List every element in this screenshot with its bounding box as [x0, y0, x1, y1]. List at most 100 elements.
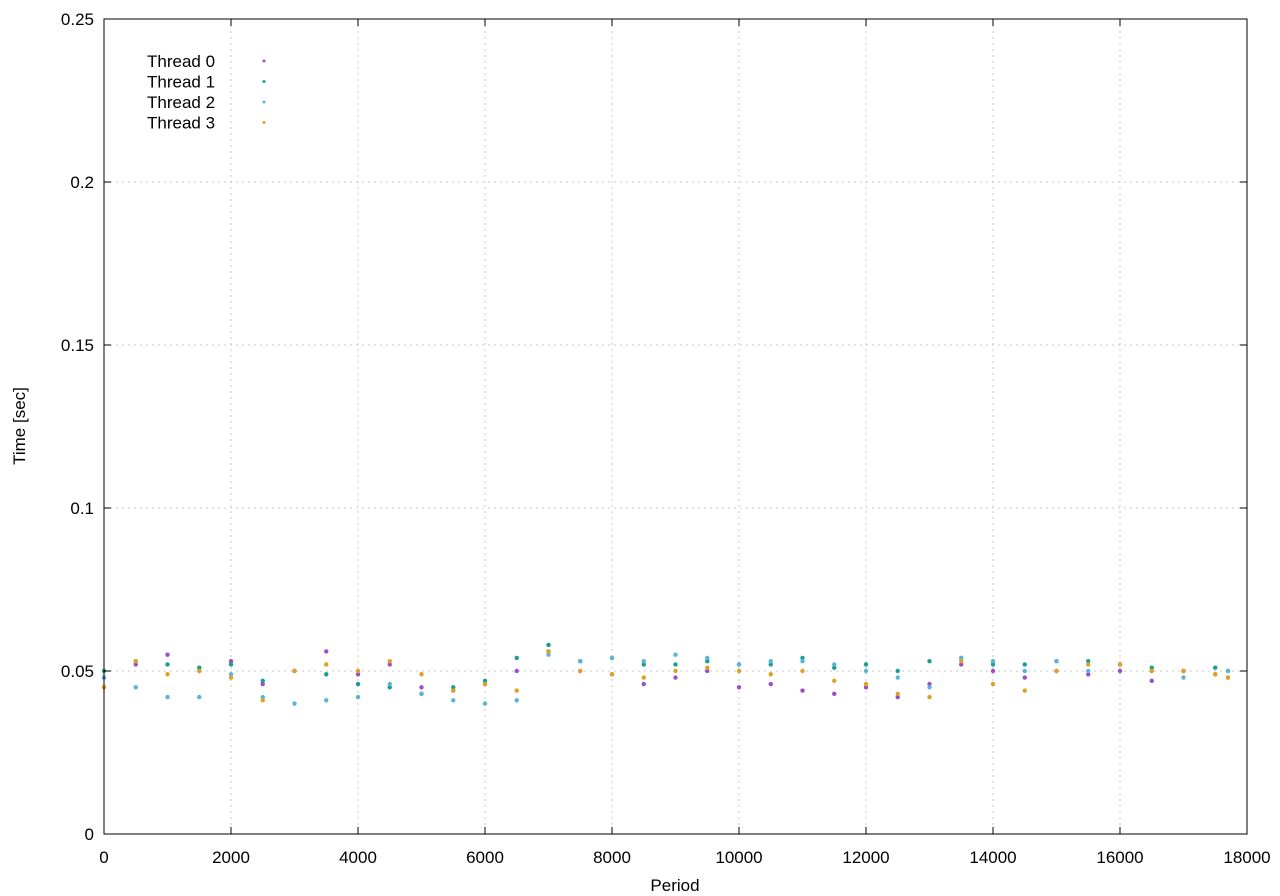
data-point [673, 675, 678, 680]
data-point [387, 681, 392, 687]
legend-marker [262, 100, 266, 104]
data-point [165, 694, 170, 700]
data-point [673, 668, 678, 674]
data-point [959, 655, 964, 661]
legend-label: Thread 3 [147, 114, 215, 133]
data-point [514, 698, 519, 703]
data-point [1225, 668, 1231, 674]
data-point [641, 681, 646, 687]
data-point [1181, 675, 1186, 680]
data-point [387, 659, 392, 664]
series-2 [101, 652, 1231, 706]
data-point [260, 681, 265, 687]
data-points [101, 642, 1231, 706]
data-point [355, 681, 361, 687]
series-1 [101, 642, 1231, 697]
data-point [197, 665, 202, 670]
data-point [419, 672, 424, 677]
y-tick-label: 0.2 [70, 173, 94, 192]
data-point [1054, 668, 1059, 674]
data-point [895, 668, 900, 674]
x-tick-label: 16000 [1096, 848, 1143, 867]
data-point [705, 655, 710, 661]
plot-frame [103, 18, 1248, 835]
data-point [451, 685, 456, 690]
data-point [1086, 672, 1091, 677]
data-point [228, 675, 234, 680]
series-0 [101, 649, 1231, 700]
data-point [355, 668, 361, 674]
data-point [705, 668, 710, 674]
y-tick-label: 0 [85, 825, 94, 844]
data-point [197, 668, 202, 674]
data-point [228, 662, 234, 667]
data-point [1149, 665, 1154, 670]
data-point [832, 678, 837, 683]
data-point [514, 655, 519, 661]
data-point [197, 694, 202, 700]
data-point [863, 681, 869, 687]
data-point [260, 698, 265, 703]
data-point [1054, 659, 1059, 664]
data-point [736, 668, 742, 674]
data-point [1022, 662, 1027, 667]
legend-label: Thread 1 [147, 73, 215, 92]
y-tick-label: 0.25 [61, 10, 94, 29]
data-point [641, 659, 646, 664]
axis-tick-labels: 0 2000 4000 6000 8000 10000 12000 14000 16000 180… [61, 10, 1271, 867]
data-point [641, 662, 646, 667]
data-point [800, 655, 805, 661]
data-point [228, 659, 234, 664]
data-point [324, 662, 329, 667]
data-point [1213, 665, 1218, 670]
data-point [959, 662, 964, 667]
data-point [863, 685, 869, 690]
data-point [482, 701, 488, 706]
data-point [768, 681, 773, 687]
legend-label: Thread 2 [147, 93, 215, 112]
data-point [133, 659, 138, 664]
y-axis-label: Time [sec] [10, 387, 29, 465]
data-point [260, 678, 265, 683]
data-point [927, 685, 932, 690]
data-point [1181, 668, 1186, 674]
data-point [292, 701, 297, 706]
x-tick-label: 14000 [969, 848, 1016, 867]
data-point [990, 668, 996, 674]
data-point [736, 685, 742, 690]
data-point [451, 688, 456, 693]
data-point [832, 665, 837, 670]
data-point [387, 662, 392, 667]
data-point [1022, 668, 1027, 674]
data-point [260, 694, 265, 700]
data-point [1086, 668, 1091, 674]
data-point [1225, 675, 1231, 680]
data-point [863, 662, 869, 667]
data-point [419, 685, 424, 690]
data-point [355, 672, 361, 677]
data-point [133, 685, 138, 690]
data-point [895, 694, 900, 700]
data-point [800, 668, 805, 674]
data-point [324, 698, 329, 703]
legend-marker [262, 59, 266, 63]
data-point [578, 668, 583, 674]
x-axis-label: Period [650, 876, 699, 895]
data-point [1086, 662, 1091, 667]
data-point [800, 688, 805, 693]
data-point [578, 659, 583, 664]
data-point [705, 659, 710, 664]
data-point [1117, 662, 1123, 667]
x-tick-label: 2000 [212, 848, 250, 867]
data-point [641, 675, 646, 680]
data-point [324, 649, 329, 654]
data-point [990, 662, 996, 667]
y-tick-label: 0.05 [61, 662, 94, 681]
data-point [768, 662, 773, 667]
data-point [514, 668, 519, 674]
x-tick-label: 4000 [339, 848, 377, 867]
data-point [482, 678, 488, 683]
x-tick-label: 0 [99, 848, 108, 867]
